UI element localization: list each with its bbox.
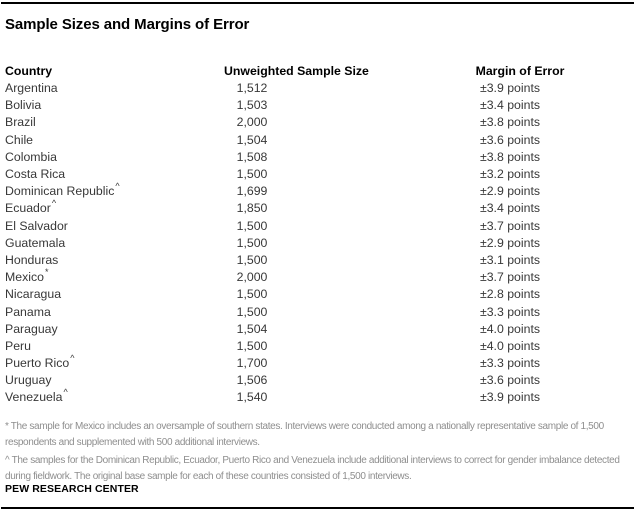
sample-size-cell: 1,500 [236,252,268,267]
table-row: Bolivia 1,503 ±3.4 points [5,97,635,114]
table-row: Puerto Rico^ 1,700 ±3.3 points [5,353,635,372]
country-cell: Bolivia [5,98,42,113]
table-body: Argentina 1,512 ±3.9 points Bolivia 1,503 ±3.… [5,80,635,407]
margin-of-error-cell: ±2.9 points [479,184,541,199]
sample-size-cell: 1,700 [236,356,268,371]
footnote-marker: * [44,267,49,278]
sample-size-cell: 1,500 [236,235,268,250]
sample-size-cell: 1,504 [236,132,268,147]
country-cell: Puerto Rico^ [5,353,75,371]
margin-of-error-cell: ±2.8 points [479,287,541,302]
table-row: Costa Rica 1,500 ±3.2 points [5,166,635,183]
country-cell: Nicaragua [5,287,62,302]
margin-of-error-cell: ±3.9 points [479,390,541,405]
sample-size-cell: 1,500 [236,338,268,353]
country-cell: Panama [5,304,51,319]
footnote-marker: ^ [63,387,68,398]
top-divider [1,2,634,4]
footnote-marker: ^ [70,353,75,363]
sample-size-cell: 1,500 [236,218,268,233]
country-cell: Venezuela^ [5,387,68,405]
column-header-margin-of-error: Margin of Error [475,64,565,78]
sample-size-cell: 1,504 [236,321,268,336]
country-cell: Peru [5,338,31,353]
margin-of-error-cell: ±3.1 points [479,252,541,267]
sample-size-cell: 1,508 [236,149,268,164]
table-row: Ecuador^ 1,850 ±3.4 points [5,198,635,217]
sample-size-cell: 2,000 [236,115,268,130]
sample-size-cell: 1,500 [236,287,268,302]
country-cell: Costa Rica [5,167,66,182]
margin-of-error-cell: ±3.8 points [479,115,541,130]
table-row: Colombia 1,508 ±3.8 points [5,149,635,166]
country-cell: El Salvador [5,218,68,233]
country-cell: Chile [5,132,34,147]
margin-of-error-cell: ±3.7 points [479,218,541,233]
sample-size-table: Country Unweighted Sample Size Margin of… [5,62,635,407]
sample-size-cell: 1,699 [236,184,268,199]
margin-of-error-cell: ±3.9 points [479,81,541,96]
sample-size-cell: 1,506 [236,373,268,388]
margin-of-error-cell: ±3.7 points [479,270,541,285]
table-row: Guatemala 1,500 ±2.9 points [5,235,635,252]
margin-of-error-cell: ±3.6 points [479,373,541,388]
header-row: Country Unweighted Sample Size Margin of… [5,62,635,80]
margin-of-error-cell: ±3.2 points [479,167,541,182]
country-cell: Brazil [5,115,36,130]
bottom-divider [1,507,634,509]
column-header-country: Country [5,64,53,78]
margin-of-error-cell: ±3.3 points [479,304,541,319]
table-row: Argentina 1,512 ±3.9 points [5,80,635,97]
table-row: Uruguay 1,506 ±3.6 points [5,372,635,389]
table-row: Paraguay 1,504 ±4.0 points [5,321,635,338]
margin-of-error-cell: ±3.6 points [479,132,541,147]
country-cell: Guatemala [5,235,66,250]
country-cell: Paraguay [5,321,58,336]
sample-size-cell: 1,512 [236,81,268,96]
footnote-mexico-oversample: * The sample for Mexico includes an over… [5,421,604,448]
country-cell: Colombia [5,149,57,164]
margin-of-error-cell: ±3.4 points [479,98,541,113]
sample-size-cell: 2,000 [236,270,268,285]
table-title: Sample Sizes and Margins of Error [5,16,250,33]
table-header: Country Unweighted Sample Size Margin of… [5,62,635,80]
sample-size-cell: 1,500 [236,167,268,182]
table-row: Brazil 2,000 ±3.8 points [5,114,635,131]
margin-of-error-cell: ±4.0 points [479,321,541,336]
footnote-gender-imbalance: ^ The samples for the Dominican Republic… [5,455,620,482]
source-label: PEW RESEARCH CENTER [5,483,139,495]
table-row: Honduras 1,500 ±3.1 points [5,252,635,269]
footnote-marker: ^ [115,181,120,192]
margin-of-error-cell: ±3.4 points [479,201,541,216]
table-row: Panama 1,500 ±3.3 points [5,303,635,320]
country-cell: Uruguay [5,373,52,388]
sample-size-cell: 1,850 [236,201,268,216]
margin-of-error-cell: ±2.9 points [479,235,541,250]
footnote-marker: ^ [51,198,57,209]
sample-size-cell: 1,540 [236,390,268,405]
table-row: Mexico* 2,000 ±3.7 points [5,267,635,286]
country-cell: Argentina [5,81,58,96]
country-cell: Mexico* [5,267,49,285]
table-row: Peru 1,500 ±4.0 points [5,338,635,355]
margin-of-error-cell: ±3.8 points [479,149,541,164]
country-cell: Dominican Republic^ [5,181,120,199]
sample-size-cell: 1,500 [236,304,268,319]
margin-of-error-cell: ±4.0 points [479,338,541,353]
table-row: Dominican Republic^ 1,699 ±2.9 points [5,181,635,200]
column-header-sample-size: Unweighted Sample Size [224,64,369,78]
country-cell: Honduras [5,252,59,267]
footnotes-block: * The sample for Mexico includes an over… [5,419,636,487]
table-row: Chile 1,504 ±3.6 points [5,132,635,149]
table-row: El Salvador 1,500 ±3.7 points [5,218,635,235]
table-row: Nicaragua 1,500 ±2.8 points [5,286,635,303]
country-cell: Ecuador^ [5,198,57,216]
sample-size-cell: 1,503 [236,98,268,113]
table-row: Venezuela^ 1,540 ±3.9 points [5,387,635,406]
margin-of-error-cell: ±3.3 points [479,356,541,371]
